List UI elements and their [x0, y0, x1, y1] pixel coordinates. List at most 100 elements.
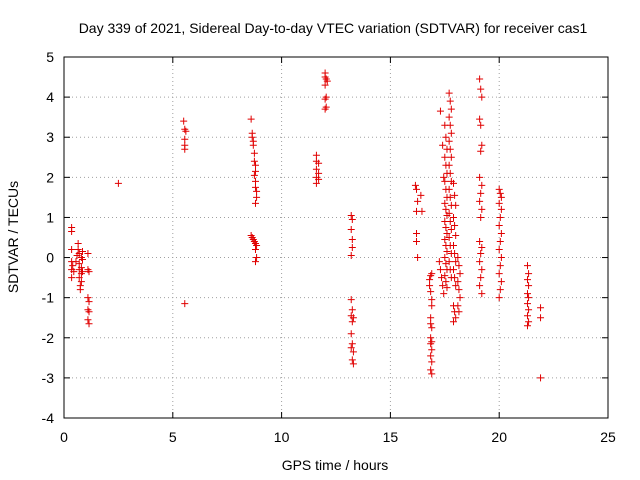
data-point — [85, 320, 93, 328]
x-tick-label: 25 — [600, 429, 616, 445]
data-point — [451, 274, 459, 282]
data-point — [456, 294, 464, 302]
data-point — [537, 304, 545, 312]
y-tick-label: 4 — [46, 89, 54, 105]
data-point — [445, 113, 453, 121]
data-point — [476, 282, 484, 290]
data-point — [414, 197, 422, 205]
data-point — [478, 290, 486, 298]
data-point — [495, 221, 503, 229]
data-point — [84, 250, 92, 258]
data-point — [247, 115, 255, 123]
data-point — [496, 238, 504, 246]
data-point — [478, 205, 486, 213]
data-point — [250, 157, 258, 165]
data-point — [443, 248, 451, 256]
data-point — [441, 153, 449, 161]
data-point — [478, 141, 486, 149]
data-point — [250, 149, 258, 157]
data-point — [442, 205, 450, 213]
data-point — [454, 278, 462, 286]
y-tick-label: 5 — [46, 49, 54, 65]
data-point — [476, 173, 484, 181]
y-tick-label: 2 — [46, 169, 54, 185]
data-point — [447, 153, 455, 161]
y-axis-ticks: -4 -3 -2 -1 0 1 2 3 4 5 — [42, 49, 608, 426]
x-tick-label: 0 — [60, 429, 68, 445]
data-point — [347, 252, 355, 260]
data-point — [456, 270, 464, 278]
data-point — [477, 213, 485, 221]
data-point — [451, 191, 459, 199]
data-point — [427, 366, 435, 374]
data-point — [447, 129, 455, 137]
data-point — [251, 199, 259, 207]
data-point — [455, 308, 463, 316]
data-point — [78, 256, 86, 264]
data-point — [445, 185, 453, 193]
data-point — [476, 75, 484, 83]
data-point — [478, 93, 486, 101]
data-point — [323, 77, 331, 85]
data-point — [495, 294, 503, 302]
data-point — [454, 254, 462, 262]
data-point — [452, 201, 460, 209]
data-point — [78, 268, 86, 276]
data-point — [477, 121, 485, 129]
data-point — [349, 360, 357, 368]
data-point — [477, 274, 485, 282]
y-tick-label: -4 — [42, 410, 55, 426]
data-point — [497, 229, 505, 237]
data-point — [525, 306, 533, 314]
data-point — [451, 250, 459, 258]
data-point — [497, 254, 505, 262]
data-point — [445, 137, 453, 145]
data-point — [446, 217, 454, 225]
data-point — [68, 274, 76, 282]
data-point — [84, 316, 92, 324]
data-point — [441, 254, 449, 262]
data-point — [413, 238, 421, 246]
data-point — [525, 282, 533, 290]
data-point — [321, 81, 329, 89]
data-point — [445, 234, 453, 241]
grid-lines — [64, 57, 608, 418]
data-point — [348, 215, 356, 223]
data-point — [250, 171, 258, 179]
data-point — [452, 258, 460, 266]
data-point — [441, 236, 449, 244]
x-tick-label: 10 — [274, 429, 290, 445]
x-axis-label: GPS time / hours — [282, 457, 389, 473]
data-point — [495, 246, 503, 254]
data-point — [443, 229, 451, 237]
data-point — [418, 207, 426, 215]
data-point — [321, 105, 329, 113]
data-point — [182, 127, 190, 135]
data-point — [445, 209, 453, 217]
data-point — [181, 135, 189, 143]
data-point — [452, 282, 460, 290]
data-point — [428, 370, 436, 378]
y-tick-label: -1 — [42, 290, 55, 306]
data-point — [476, 238, 484, 246]
data-point — [454, 302, 462, 310]
data-point — [321, 95, 329, 103]
data-point — [411, 181, 419, 189]
data-point — [348, 318, 356, 326]
data-point — [68, 246, 76, 254]
data-point — [312, 151, 320, 159]
data-point — [181, 145, 189, 153]
data-point — [347, 296, 355, 304]
data-point — [413, 185, 421, 193]
data-point — [253, 187, 261, 195]
data-point — [78, 248, 86, 256]
data-point — [447, 225, 455, 233]
data-point — [347, 211, 355, 219]
data-point — [441, 177, 449, 185]
data-point — [443, 284, 451, 292]
data-point — [446, 193, 454, 201]
data-point — [428, 358, 436, 366]
data-point — [450, 266, 458, 274]
data-point — [447, 105, 455, 113]
